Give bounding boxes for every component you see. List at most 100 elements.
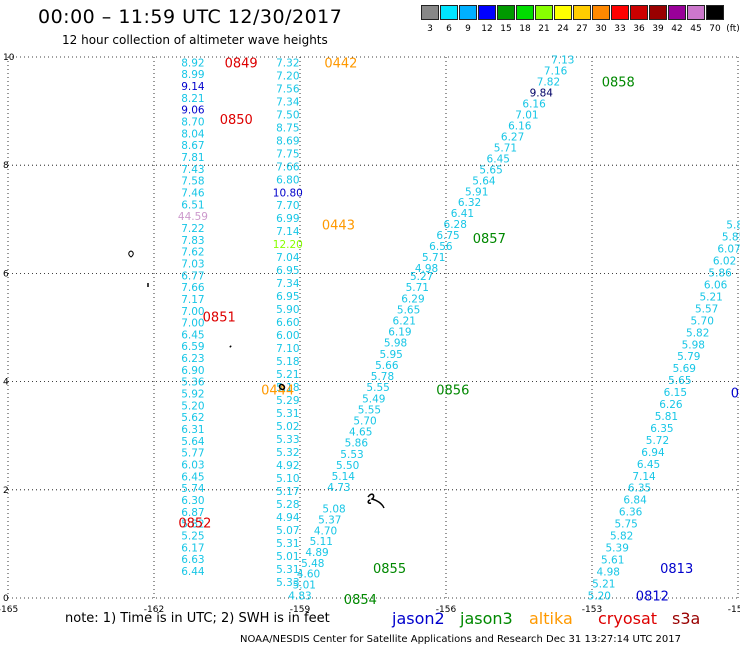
- track-pass-label: 0857: [473, 232, 506, 247]
- swh-value: 4.83: [288, 590, 311, 602]
- legend-swatch: [687, 5, 705, 20]
- island-outline: [128, 250, 134, 258]
- swh-value: 5.71: [494, 142, 517, 154]
- swh-value: 6.45: [181, 329, 204, 341]
- swh-value: 5.29: [276, 395, 299, 407]
- swh-value: 6.41: [451, 208, 474, 220]
- track-pass-label: 0855: [373, 562, 406, 577]
- track-pass-label: 0442: [324, 56, 357, 71]
- swh-value: 8.75: [276, 122, 299, 134]
- swh-value: 5.61: [601, 554, 624, 566]
- swh-value: 7.66: [276, 161, 300, 173]
- swh-value: 7.20: [276, 70, 299, 82]
- swh-value: 10.80: [273, 187, 303, 199]
- legend-swatch: [706, 5, 724, 20]
- swh-value: 7.56: [276, 83, 300, 95]
- legend-swatch: [668, 5, 686, 20]
- swh-value: 6.26: [659, 399, 683, 411]
- swh-value: 5.92: [181, 389, 204, 401]
- swh-value: 5.55: [358, 404, 381, 416]
- swh-value: 7.22: [181, 223, 204, 235]
- sat-legend-jason3: jason3: [460, 609, 513, 628]
- track-pass-label: 0849: [225, 56, 258, 71]
- swh-value: 6.16: [508, 120, 532, 132]
- swh-value: 6.95: [276, 265, 299, 277]
- swh-value: 4.94: [276, 512, 300, 524]
- swh-value: 6.56: [429, 241, 453, 253]
- swh-value: 5.78: [371, 371, 394, 383]
- footer-note: note: 1) Time is in UTC; 2) SWH is in fe…: [65, 611, 330, 626]
- swh-value: 5.86: [708, 268, 732, 280]
- swh-value: 5.82: [686, 327, 709, 339]
- island-outline: [278, 383, 286, 391]
- swh-value: 7.50: [276, 109, 299, 121]
- swh-value: 4.98: [597, 566, 620, 578]
- legend-swatch: [630, 5, 648, 20]
- swh-value: 6.75: [436, 230, 459, 242]
- swh-value: 5.02: [276, 421, 299, 433]
- track-pass-label: 0813: [660, 562, 693, 577]
- swh-value: 5.75: [614, 519, 637, 531]
- legend-swatch: [535, 5, 553, 20]
- legend-swatch: [421, 5, 439, 20]
- swh-value: 12.20: [273, 239, 303, 251]
- swh-value: 7.00: [181, 318, 204, 330]
- swh-value: 6.99: [276, 213, 299, 225]
- legend-label: 18: [519, 24, 531, 34]
- swh-value: 6.63: [181, 554, 204, 566]
- swh-value: 5.90: [276, 304, 299, 316]
- legend-label: 45: [690, 24, 702, 34]
- swh-value: 5.82: [610, 531, 633, 543]
- swh-value: 8.69: [276, 135, 299, 147]
- swh-value: 6.29: [401, 293, 424, 305]
- swh-value: 6.31: [181, 424, 204, 436]
- track-pass-label: 0444: [261, 384, 294, 399]
- swh-value: 6.03: [181, 460, 204, 472]
- swh-value: 5.71: [406, 282, 429, 294]
- map-subtitle: 12 hour collection of altimeter wave hei…: [62, 33, 328, 47]
- legend-swatch: [459, 5, 477, 20]
- swh-value: 7.70: [276, 200, 299, 212]
- footer-credit: NOAA/NESDIS Center for Satellite Applica…: [240, 634, 682, 645]
- swh-value: 5.49: [362, 393, 385, 405]
- swh-value: 5.64: [472, 175, 496, 187]
- swh-value: 4.92: [276, 460, 299, 472]
- legend-label: 36: [633, 24, 645, 34]
- swh-value: 7.14: [276, 226, 300, 238]
- swh-value: 6.19: [388, 327, 411, 339]
- swh-value: 8.04: [181, 128, 205, 140]
- swh-value: 5.65: [479, 164, 502, 176]
- swh-value: 6.30: [181, 495, 204, 507]
- swh-value: 5.79: [677, 351, 700, 363]
- swh-value: 7.58: [181, 176, 204, 188]
- swh-value: 6.77: [181, 270, 204, 282]
- swh-value: 4.98: [415, 263, 438, 275]
- swh-value: 8.99: [181, 69, 204, 81]
- legend-label: 21: [538, 24, 550, 34]
- lon-tick-label: -156: [436, 605, 457, 615]
- swh-value: 5.17: [276, 486, 299, 498]
- swh-value: 5.95: [379, 349, 402, 361]
- swh-value: 6.02: [713, 256, 736, 268]
- legend-label: 33: [614, 24, 626, 34]
- swh-value: 5.91: [465, 186, 488, 198]
- track-pass-label: 0856: [436, 384, 469, 399]
- swh-value: 5.72: [646, 435, 669, 447]
- lat-tick-label: 8: [3, 161, 9, 171]
- swh-value: 5.11: [310, 536, 333, 548]
- legend-swatch: [592, 5, 610, 20]
- swh-value: 5.28: [276, 499, 299, 511]
- legend-swatch: [516, 5, 534, 20]
- swh-value: 5.01: [293, 579, 316, 591]
- swh-value: 7.75: [276, 148, 299, 160]
- swh-value: 6.45: [181, 471, 204, 483]
- legend-swatch: [573, 5, 591, 20]
- legend-label: 3: [427, 24, 433, 34]
- swh-value: 6.35: [628, 483, 651, 495]
- swh-value: 5.82: [181, 519, 204, 531]
- swh-value: 5.31: [276, 564, 299, 576]
- swh-value: 6.90: [181, 365, 204, 377]
- swh-value: 6.16: [522, 99, 546, 111]
- lon-tick-label: -162: [144, 605, 164, 615]
- swh-value: 4.73: [327, 482, 350, 494]
